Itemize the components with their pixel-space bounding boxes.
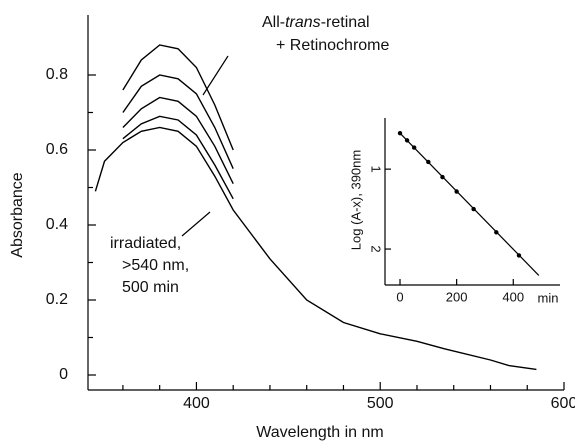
x-tick-label: 600 [551, 395, 575, 412]
annotation-part: -retinal [321, 14, 370, 31]
point [397, 130, 403, 136]
point [440, 174, 445, 180]
y-axis-label: Absorbance [9, 172, 26, 257]
point [494, 230, 499, 235]
annotation: irradiated, [110, 235, 181, 252]
y-tick-label: 0 [59, 366, 68, 383]
point [454, 189, 459, 194]
curve [122, 44, 234, 151]
curve [94, 126, 537, 371]
y-tick-label: 0.8 [46, 66, 68, 83]
point [471, 206, 476, 212]
x-tick-label: 400 [183, 395, 210, 412]
annotation: 500 min [122, 279, 179, 296]
curve [122, 96, 234, 185]
y-tick-label: 0.6 [46, 141, 68, 158]
annotation-part: All- [262, 14, 285, 31]
annotation-part: trans [285, 14, 321, 31]
y-tick-label: 0.2 [46, 291, 68, 308]
annotation: All-trans-retinal [262, 14, 370, 31]
annotation: >540 nm, [122, 257, 189, 274]
inset-x-axis-label: min [538, 290, 559, 305]
inset-x-tick-label: 400 [502, 289, 524, 304]
inset-y-tick-label: 1 [369, 166, 384, 173]
point [516, 253, 522, 258]
point [404, 138, 410, 143]
x-axis-label: Wavelength in nm [256, 424, 383, 441]
y-tick-label: 0.4 [46, 216, 68, 233]
inset-y-tick-label: 2 [369, 245, 384, 252]
fit-line [399, 132, 540, 276]
inset-x-tick-label: 0 [396, 289, 403, 304]
curve [122, 115, 234, 200]
leader-line [181, 211, 211, 237]
x-tick-label: 500 [367, 395, 394, 412]
inset-x-tick-label: 200 [446, 289, 468, 304]
inset-y-axis-label: Log (A-x), 390nm [348, 150, 363, 250]
curve [122, 74, 234, 169]
point [426, 159, 431, 165]
annotation: + Retinochrome [276, 37, 389, 54]
point [411, 145, 417, 150]
